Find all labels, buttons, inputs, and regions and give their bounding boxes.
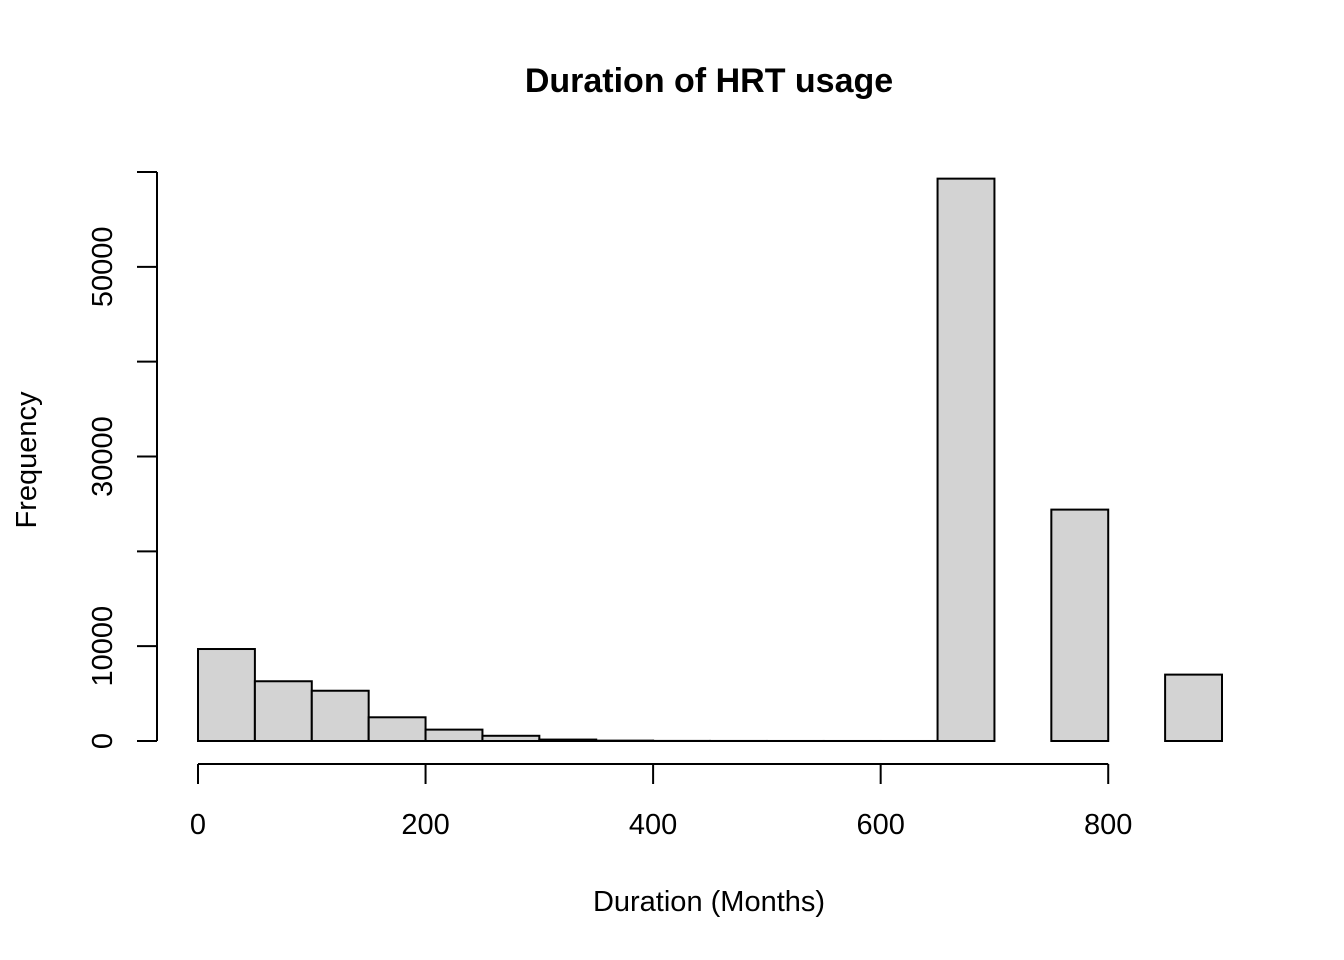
histogram-bar-3 [367,716,427,743]
histogram-bar-0 [197,648,256,742]
y-axis: 0 10000 30000 50000 [87,171,158,749]
histogram-bar-17 [1164,673,1223,742]
y-tick-label-3: 30000 [87,416,119,497]
x-tick-label-2: 400 [629,809,677,841]
histogram-bar-1 [253,680,313,743]
histogram-bar-6 [538,738,598,743]
x-axis: 0 200 400 600 800 [190,763,1132,841]
histogram-bar-13 [936,177,996,743]
y-tick-label-0: 0 [87,733,119,749]
x-tick-label-4: 800 [1084,809,1132,841]
histogram-bar-4 [424,728,484,742]
chart-title: Duration of HRT usage [525,62,893,100]
x-tick-label-3: 600 [856,809,904,841]
histogram-bar-15 [1050,508,1110,742]
histogram-bar-2 [310,689,370,743]
x-tick-label-0: 0 [190,809,206,841]
y-tick-label-5: 50000 [87,227,119,308]
y-axis-label: Frequency [11,391,43,529]
histogram-bar-5 [481,734,541,743]
x-tick-label-1: 200 [401,809,449,841]
x-axis-label: Duration (Months) [593,886,825,918]
y-tick-label-1: 10000 [87,606,119,687]
bars-group [197,177,1223,743]
